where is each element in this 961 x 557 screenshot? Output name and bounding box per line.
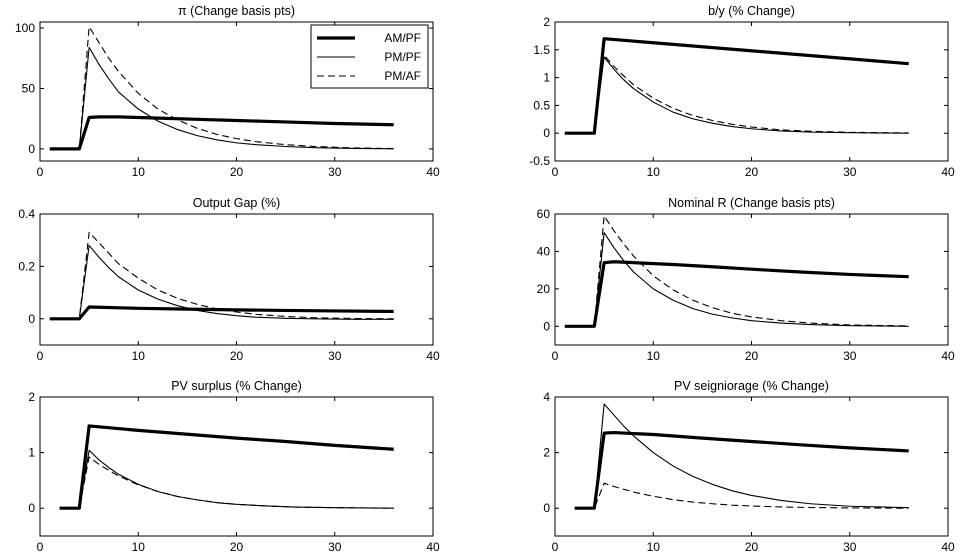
y-tick-label: -0.5 xyxy=(529,154,550,168)
series-line-am-pf xyxy=(59,424,394,510)
series-line-pm-pf xyxy=(49,46,394,150)
legend-label: PM/AF xyxy=(384,69,421,83)
series-line-pm-af xyxy=(59,456,394,509)
y-tick-label: 1 xyxy=(543,71,550,85)
series-line-pm-pf xyxy=(564,56,909,134)
series-line-pm-af xyxy=(564,215,909,327)
series-line-am-pf xyxy=(574,430,909,510)
panel-title: Output Gap (%) xyxy=(193,196,281,210)
series-line-pm-af xyxy=(49,231,394,320)
y-tick-label: 1.5 xyxy=(533,43,550,57)
x-tick-label: 10 xyxy=(132,165,146,179)
axes-frame xyxy=(554,396,949,537)
y-tick-label: 0 xyxy=(28,142,35,156)
x-tick-label: 40 xyxy=(426,540,440,554)
series-line-am-pf xyxy=(49,115,394,151)
x-tick-label: 30 xyxy=(843,349,857,363)
y-tick-label: 0.2 xyxy=(18,259,35,273)
x-tick-label: 40 xyxy=(941,349,955,363)
x-tick-label: 30 xyxy=(328,540,342,554)
x-tick-label: 20 xyxy=(230,540,244,554)
series-line-pm-pf xyxy=(59,449,394,509)
x-tick-label: 0 xyxy=(37,349,44,363)
y-tick-label: 0 xyxy=(28,501,35,515)
y-tick-label: 2 xyxy=(28,390,35,404)
y-tick-label: 2 xyxy=(543,15,550,29)
x-tick-label: 0 xyxy=(552,349,559,363)
y-tick-label: 0.5 xyxy=(533,98,550,112)
series-line-pm-af xyxy=(564,54,909,134)
axes-frame xyxy=(39,396,434,537)
y-tick-label: 50 xyxy=(22,81,36,95)
x-tick-label: 20 xyxy=(230,165,244,179)
axes-frame xyxy=(554,21,949,162)
x-tick-label: 30 xyxy=(328,349,342,363)
series-line-pm-pf xyxy=(564,232,909,327)
x-tick-label: 20 xyxy=(745,349,759,363)
y-tick-label: 0 xyxy=(28,312,35,326)
panel-title: π (Change basis pts) xyxy=(178,4,295,18)
series-line-am-pf xyxy=(564,37,909,135)
y-tick-label: 2 xyxy=(543,446,550,460)
series-line-am-pf xyxy=(49,305,394,321)
panel-1: π (Change basis pts) 0 10 20 30 40 0 50 100 AM/PF… xyxy=(15,4,440,179)
legend: AM/PF PM/PF PM/AF xyxy=(310,24,429,89)
panel-4: Nominal R (Change basis pts) 0 10 20 30 40 0 20… xyxy=(537,196,955,363)
panel-5: PV surplus (% Change) 0 10 20 30 40 0 1 2 xyxy=(28,379,440,554)
series-line-am-pf xyxy=(564,260,909,328)
x-tick-label: 20 xyxy=(745,165,759,179)
x-tick-label: 40 xyxy=(426,165,440,179)
y-tick-label: 20 xyxy=(537,282,551,296)
x-tick-label: 10 xyxy=(647,349,661,363)
series-line-pm-af xyxy=(574,482,909,509)
y-tick-label: 0 xyxy=(543,501,550,515)
x-tick-label: 40 xyxy=(426,349,440,363)
panel-title: Nominal R (Change basis pts) xyxy=(668,196,835,210)
legend-label: PM/PF xyxy=(384,50,421,64)
x-tick-label: 20 xyxy=(230,349,244,363)
y-tick-label: 0 xyxy=(543,319,550,333)
panel-title: PV seigniorage (% Change) xyxy=(674,379,829,393)
y-tick-label: 0 xyxy=(543,126,550,140)
y-tick-label: 4 xyxy=(543,390,550,404)
panel-2: b/y (% Change)0 10 20 30 40-0.500.511.52 xyxy=(529,4,955,179)
series-line-pm-pf xyxy=(574,403,909,509)
x-tick-label: 0 xyxy=(552,540,559,554)
axes-frame xyxy=(39,213,434,346)
x-tick-label: 30 xyxy=(843,540,857,554)
y-tick-label: 40 xyxy=(537,244,551,258)
panel-6: PV seigniorage (% Change) 0 10 20 30 40 0 2 4 xyxy=(543,379,955,554)
x-tick-label: 20 xyxy=(745,540,759,554)
x-tick-label: 30 xyxy=(843,165,857,179)
x-tick-label: 0 xyxy=(37,165,44,179)
x-tick-label: 10 xyxy=(647,540,661,554)
x-tick-label: 0 xyxy=(37,540,44,554)
panel-title: b/y (% Change) xyxy=(708,4,795,18)
x-tick-label: 30 xyxy=(328,165,342,179)
panel-title: PV surplus (% Change) xyxy=(171,379,302,393)
x-tick-label: 10 xyxy=(647,165,661,179)
y-tick-label: 0.4 xyxy=(18,207,35,221)
panel-3: Output Gap (%) 0 10 20 30 40 0 0.2 0.4 xyxy=(18,196,440,363)
x-tick-label: 10 xyxy=(132,540,146,554)
legend-label: AM/PF xyxy=(384,31,421,45)
y-tick-label: 1 xyxy=(28,446,35,460)
x-tick-label: 0 xyxy=(552,165,559,179)
x-tick-label: 10 xyxy=(132,349,146,363)
x-tick-label: 40 xyxy=(941,540,955,554)
x-tick-label: 40 xyxy=(941,165,955,179)
series-line-pm-pf xyxy=(49,244,394,320)
y-tick-label: 100 xyxy=(15,21,35,35)
y-tick-label: 60 xyxy=(537,207,551,221)
